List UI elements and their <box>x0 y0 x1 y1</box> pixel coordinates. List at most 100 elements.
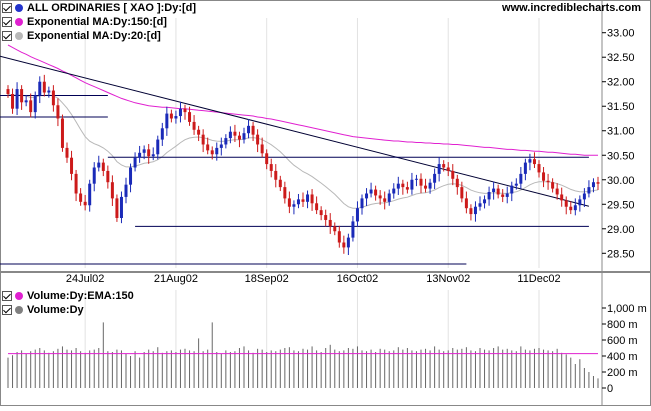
candle-up <box>492 188 496 193</box>
volume-panel: 1,000 m 800 m 600 m 400 m 200 m 0 <box>0 272 651 406</box>
checkbox[interactable] <box>2 17 12 27</box>
y-tick-label: 32.50 <box>607 52 635 64</box>
candle-down <box>383 198 387 202</box>
candle-down <box>60 118 64 148</box>
candle-up <box>228 131 232 139</box>
candle-up <box>133 157 137 168</box>
price-legend-item[interactable]: Exponential MA:Dy:150:[d] <box>2 15 167 29</box>
x-tick-label: 16Oct02 <box>337 273 379 285</box>
volume-legend-item[interactable]: Volume:Dy:EMA:150 <box>2 289 134 303</box>
legend-label: Exponential MA:Dy:150:[d] <box>27 16 167 28</box>
candle-down <box>405 187 409 190</box>
y-tick-label: 31.00 <box>607 126 635 138</box>
volume-tick-label: 1,000 m <box>607 303 647 315</box>
candle-down <box>560 194 564 201</box>
legend-label: ALL ORDINARIES [ XAO ]:Dy:[d] <box>27 2 197 14</box>
candle-up <box>124 184 128 197</box>
candle-up <box>88 183 92 206</box>
candle-up <box>178 108 182 117</box>
candle-down <box>56 105 60 119</box>
candle-up <box>156 139 160 155</box>
candle-down <box>446 167 450 171</box>
candle-up <box>247 125 251 134</box>
price-legend-item[interactable]: Exponential MA:Dy:20:[d] <box>2 29 161 43</box>
candle-up <box>24 100 28 103</box>
candle-up <box>519 173 523 184</box>
candle-up <box>528 159 532 163</box>
candle-down <box>115 198 119 218</box>
candle-up <box>387 193 391 202</box>
candle-down <box>147 149 151 157</box>
candle-up <box>505 193 509 197</box>
candle-down <box>419 178 423 186</box>
candle-down <box>6 89 10 94</box>
volume-tick-label: 600 m <box>607 335 638 347</box>
candle-down <box>501 194 505 197</box>
candle-down <box>496 188 500 195</box>
candle-up <box>138 152 142 158</box>
series-dot-icon <box>15 32 23 40</box>
x-tick-label: 11Dec02 <box>517 273 560 285</box>
candle-up <box>224 138 228 145</box>
candle-down <box>537 164 541 173</box>
x-tick-label: 18Sep02 <box>245 273 289 285</box>
candle-down <box>20 89 24 103</box>
candle-up <box>151 154 155 157</box>
candle-down <box>374 189 378 196</box>
checkbox[interactable] <box>2 31 12 41</box>
candle-up <box>355 208 359 222</box>
candle-down <box>269 164 273 171</box>
candle-down <box>455 178 459 188</box>
candle-down <box>464 198 468 209</box>
candle-up <box>396 183 400 189</box>
candle-up <box>510 185 514 194</box>
series-dot-icon <box>15 306 23 314</box>
candle-down <box>532 159 536 165</box>
candle-down <box>29 100 33 113</box>
candle-down <box>333 226 337 232</box>
candle-up <box>219 144 223 148</box>
y-tick-label: 32.00 <box>607 77 635 89</box>
candle-up <box>346 237 350 248</box>
checkbox[interactable] <box>2 291 12 301</box>
candle-down <box>342 242 346 248</box>
candle-up <box>92 167 96 184</box>
candle-down <box>183 108 187 113</box>
candle-down <box>328 219 332 227</box>
legend-label: Exponential MA:Dy:20:[d] <box>27 30 161 42</box>
candle-down <box>260 144 264 154</box>
price-legend-item[interactable]: ALL ORDINARIES [ XAO ]:Dy:[d] <box>2 1 196 15</box>
candle-up <box>292 204 296 207</box>
candle-up <box>119 196 123 218</box>
candle-down <box>51 90 55 106</box>
candle-up <box>97 162 101 168</box>
candle-up <box>587 187 591 194</box>
candle-up <box>428 182 432 189</box>
candle-up <box>47 90 51 93</box>
candle-down <box>265 153 269 165</box>
candle-down <box>451 170 455 179</box>
candle-down <box>110 182 114 199</box>
checkbox[interactable] <box>2 305 12 315</box>
volume-legend-item[interactable]: Volume:Dy <box>2 303 84 317</box>
candle-down <box>83 201 87 206</box>
candle-down <box>460 187 464 199</box>
checkbox[interactable] <box>2 3 12 13</box>
candle-up <box>142 149 146 153</box>
candle-down <box>319 210 323 216</box>
candle-down <box>233 131 237 136</box>
candle-up <box>33 95 37 113</box>
candle-down <box>337 231 341 243</box>
candle-down <box>469 208 473 215</box>
candle-up <box>306 194 310 202</box>
candle-down <box>274 170 278 180</box>
y-tick-label: 28.50 <box>607 248 635 260</box>
candle-down <box>283 187 287 199</box>
candle-up <box>437 164 441 174</box>
candle-up <box>365 193 369 199</box>
candle-down <box>546 180 550 183</box>
candle-down <box>79 193 83 202</box>
candle-up <box>410 179 414 190</box>
site-url[interactable]: www.incrediblecharts.com <box>502 2 641 14</box>
ema20-line <box>7 93 599 209</box>
